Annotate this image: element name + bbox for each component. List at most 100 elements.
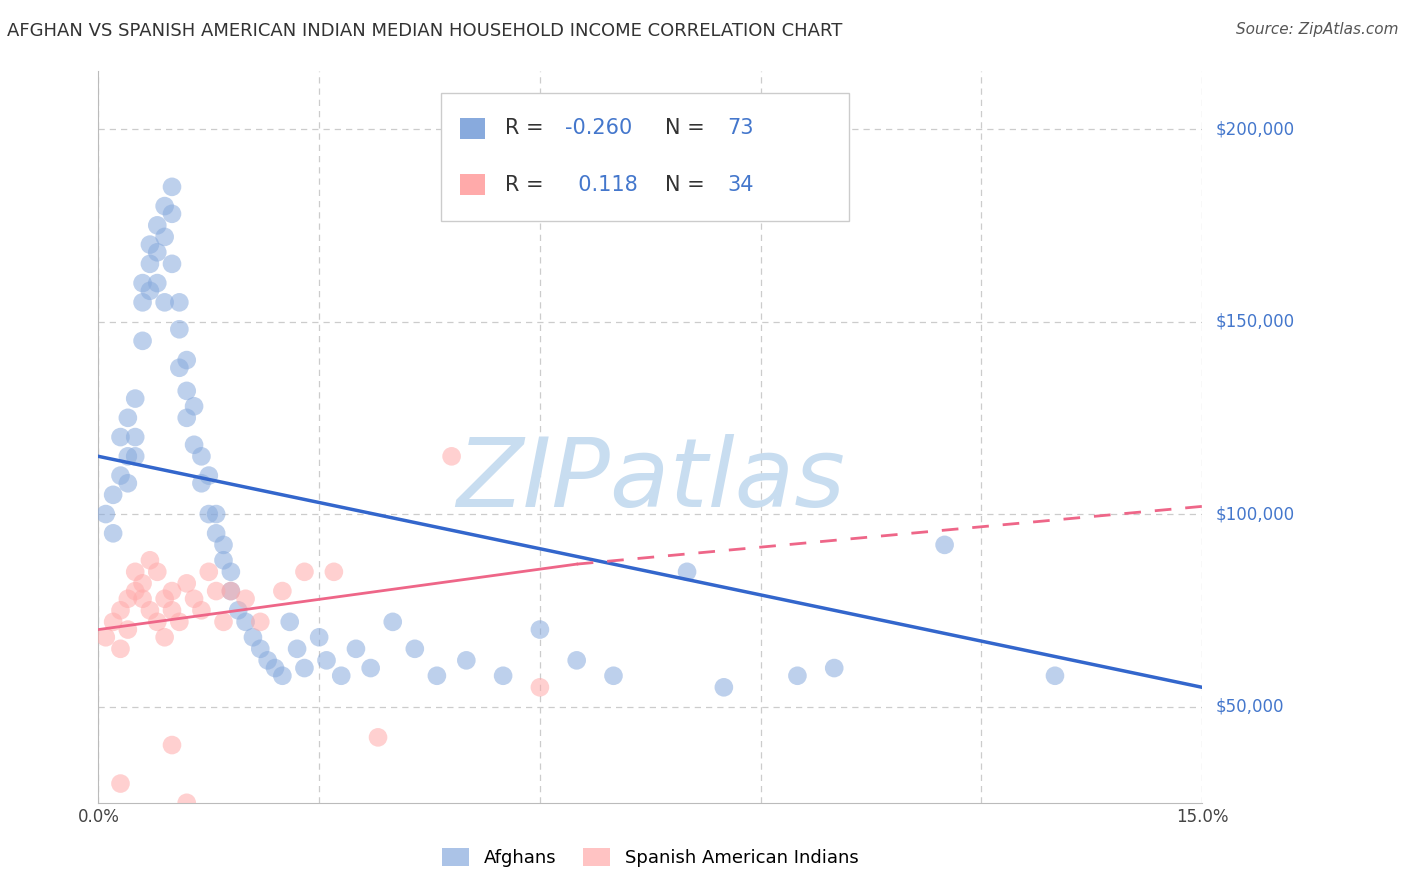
Point [264,661,287,675]
Point [169,615,191,629]
Point [1043,669,1066,683]
Point [124,584,146,599]
Text: AFGHAN VS SPANISH AMERICAN INDIAN MEDIAN HOUSEHOLD INCOME CORRELATION CHART: AFGHAN VS SPANISH AMERICAN INDIAN MEDIAN… [7,22,842,40]
Point [492,669,515,683]
Point [124,392,146,406]
Point [139,257,162,271]
Point [139,284,162,298]
Text: ZIPatlas: ZIPatlas [456,434,845,527]
Point [529,681,551,695]
Point [212,615,235,629]
Text: $50,000: $50,000 [1216,698,1285,715]
Text: $100,000: $100,000 [1216,505,1295,523]
Point [713,681,735,695]
Point [934,538,956,552]
Text: 34: 34 [727,175,754,194]
Point [117,591,139,606]
Point [160,179,183,194]
Point [426,669,449,683]
Point [117,476,139,491]
Point [219,584,242,599]
Point [271,584,294,599]
Text: R =: R = [505,175,550,194]
Point [786,669,808,683]
Point [322,565,344,579]
Point [197,565,219,579]
Point [153,199,176,213]
Point [249,615,271,629]
Text: $150,000: $150,000 [1216,312,1295,331]
Point [823,661,845,675]
Point [117,450,139,464]
Point [602,669,624,683]
Point [110,468,132,483]
Point [131,295,153,310]
Point [146,219,169,233]
Point [169,322,191,336]
Point [160,584,183,599]
Point [294,661,316,675]
Point [101,615,124,629]
Point [367,731,389,745]
Point [278,615,301,629]
Point [271,669,294,683]
Point [676,565,699,579]
Point [101,488,124,502]
Point [110,430,132,444]
Point [94,630,117,644]
Point [440,450,463,464]
Point [360,661,382,675]
Point [146,615,169,629]
Point [124,430,146,444]
Point [176,353,198,368]
Point [139,237,162,252]
Text: R =: R = [505,119,550,138]
Point [190,476,212,491]
Point [197,468,219,483]
Point [212,538,235,552]
Point [197,507,219,521]
Point [529,623,551,637]
Point [235,615,257,629]
Point [146,565,169,579]
FancyBboxPatch shape [440,94,849,221]
Point [169,295,191,310]
Point [256,653,278,667]
Point [176,576,198,591]
Point [294,565,316,579]
Point [146,276,169,290]
Point [153,295,176,310]
FancyBboxPatch shape [460,175,485,195]
Point [190,603,212,617]
Point [117,410,139,425]
Point [219,584,242,599]
Point [183,591,205,606]
Point [404,641,426,656]
Point [212,553,235,567]
Text: -0.260: -0.260 [565,119,633,138]
Point [153,230,176,244]
Point [249,641,271,656]
Point [131,334,153,348]
Point [183,399,205,413]
Point [139,603,162,617]
Point [160,738,183,752]
Text: Source: ZipAtlas.com: Source: ZipAtlas.com [1236,22,1399,37]
Point [190,450,212,464]
Point [160,257,183,271]
Point [153,591,176,606]
Point [381,615,404,629]
Point [94,507,117,521]
Point [183,438,205,452]
Point [176,384,198,398]
Point [131,591,153,606]
Point [205,526,228,541]
Point [565,653,588,667]
Point [153,630,176,644]
Point [456,653,478,667]
Point [101,526,124,541]
Point [285,641,308,656]
Point [124,565,146,579]
Point [139,553,162,567]
Point [219,565,242,579]
